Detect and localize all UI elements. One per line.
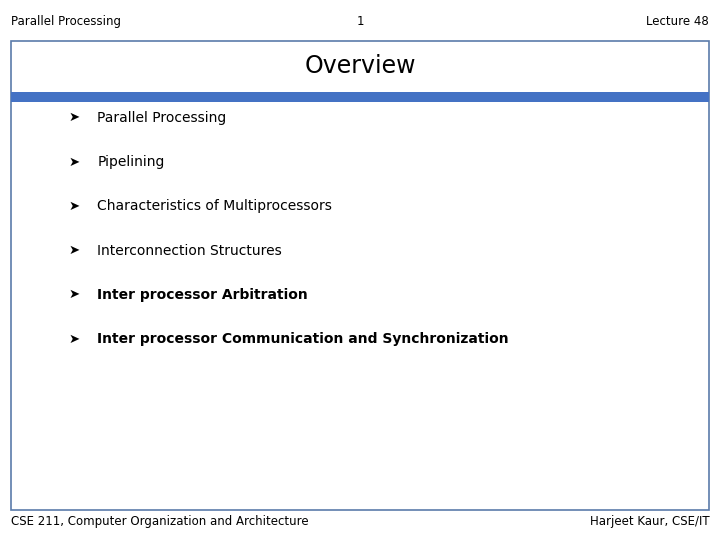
Text: Parallel Processing: Parallel Processing <box>11 15 121 28</box>
Text: 1: 1 <box>356 15 364 28</box>
Text: Interconnection Structures: Interconnection Structures <box>97 244 282 258</box>
Text: CSE 211, Computer Organization and Architecture: CSE 211, Computer Organization and Archi… <box>11 515 308 528</box>
Text: ➤: ➤ <box>68 200 79 213</box>
Text: Lecture 48: Lecture 48 <box>647 15 709 28</box>
Text: ➤: ➤ <box>68 288 79 301</box>
Text: Harjeet Kaur, CSE/IT: Harjeet Kaur, CSE/IT <box>590 515 709 528</box>
Bar <box>11 40 709 510</box>
Bar <box>11 92 709 102</box>
Text: Overview: Overview <box>305 54 415 78</box>
Text: ➤: ➤ <box>68 111 79 124</box>
Text: ➤: ➤ <box>68 333 79 346</box>
Text: Inter processor Communication and Synchronization: Inter processor Communication and Synchr… <box>97 332 509 346</box>
Text: Pipelining: Pipelining <box>97 155 165 169</box>
Text: Inter processor Arbitration: Inter processor Arbitration <box>97 288 308 302</box>
Text: Parallel Processing: Parallel Processing <box>97 111 227 125</box>
Text: ➤: ➤ <box>68 244 79 257</box>
Text: Characteristics of Multiprocessors: Characteristics of Multiprocessors <box>97 199 332 213</box>
Text: ➤: ➤ <box>68 156 79 168</box>
